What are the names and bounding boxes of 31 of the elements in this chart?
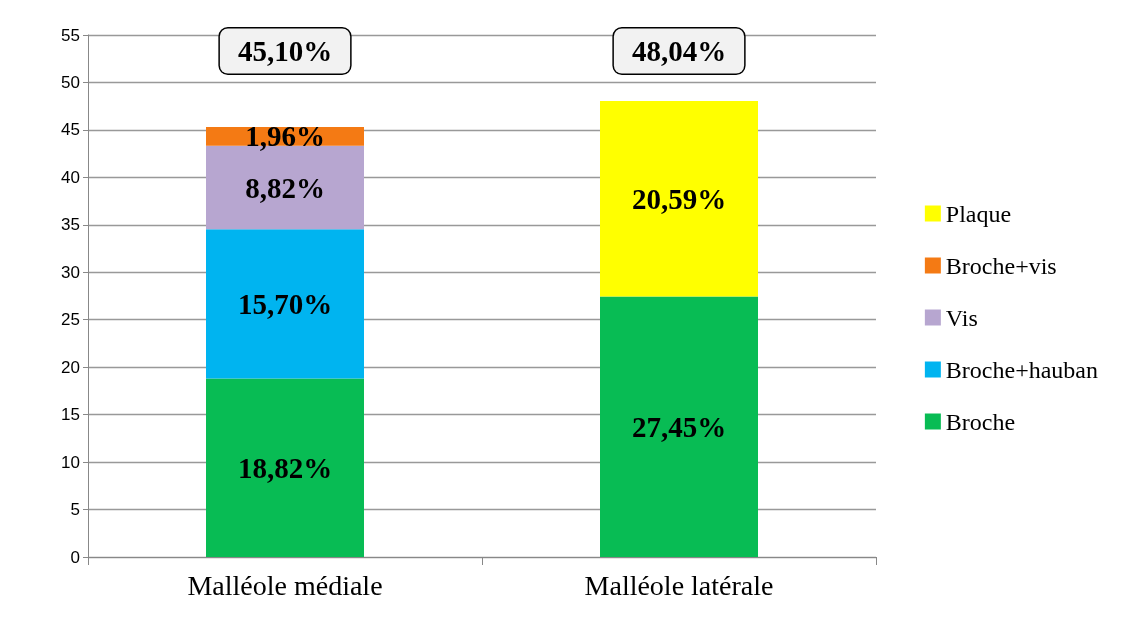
bar [206, 229, 364, 379]
y-tick-label: 40 [61, 167, 80, 187]
y-tick-label: 20 [61, 357, 80, 377]
bar [600, 296, 758, 557]
legend-label: Plaque [945, 200, 1012, 227]
data-label: 20,59% [631, 182, 727, 215]
legend-label: Broche [945, 408, 1016, 435]
x-tick-label: Malléole latérale [584, 569, 774, 601]
legend-label: Broche+hauban [945, 356, 1099, 383]
annotation: 48,04% [631, 35, 727, 67]
bar [600, 101, 758, 297]
y-tick-label: 0 [70, 547, 80, 567]
y-tick-label: 25 [61, 310, 80, 330]
annotation: 45,10% [237, 35, 333, 67]
y-tick-label: 35 [61, 215, 80, 235]
y-tick-label: 30 [61, 262, 80, 282]
data-label: 8,82% [245, 171, 325, 204]
y-tick-label: 55 [61, 25, 80, 45]
y-tick-label: 5 [70, 500, 80, 520]
legend-label: Vis [945, 304, 978, 331]
data-label: 1,96% [245, 120, 325, 153]
legend-label: Broche+vis [945, 252, 1057, 279]
y-tick-label: 15 [61, 405, 80, 425]
data-label: 18,82% [237, 451, 333, 484]
data-label: 15,70% [237, 287, 333, 320]
y-tick-label: 10 [61, 452, 80, 472]
data-label: 27,45% [631, 410, 727, 443]
bar [206, 378, 364, 557]
y-tick-label: 45 [61, 120, 80, 140]
y-tick-label: 50 [61, 72, 80, 92]
x-tick-label: Malléole médiale [187, 569, 383, 601]
